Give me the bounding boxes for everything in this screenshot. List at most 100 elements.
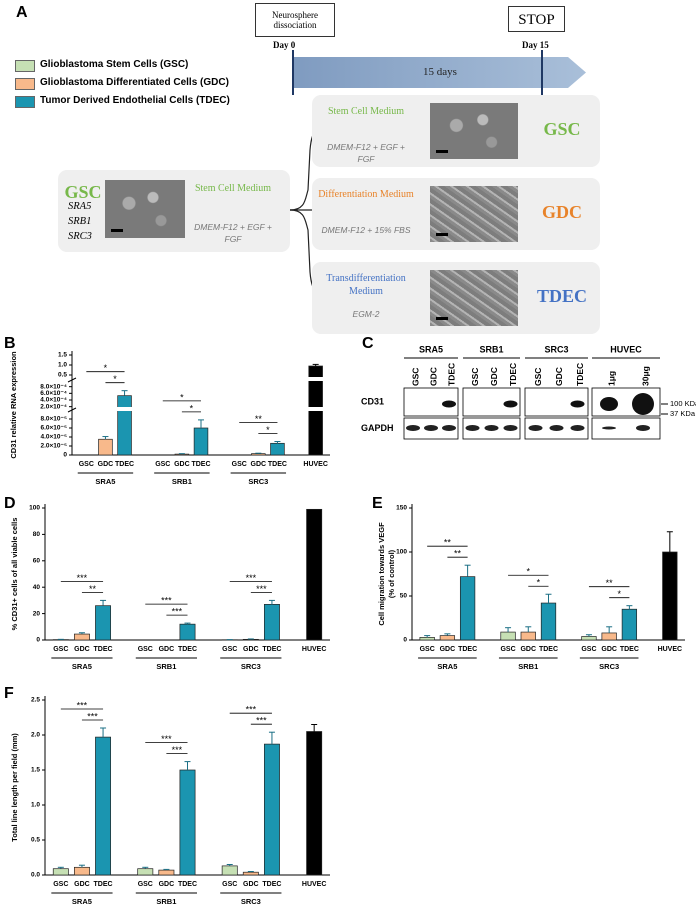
group-label: SRA5	[95, 477, 115, 486]
lane-label: GDC	[489, 367, 499, 386]
x-tick-label: TDEC	[262, 881, 281, 888]
band	[570, 400, 585, 408]
bar	[601, 632, 617, 641]
significance: ***	[161, 734, 172, 744]
x-tick-label: GSC	[53, 881, 68, 888]
group-label: SRB1	[479, 344, 503, 354]
significance: *	[104, 363, 108, 373]
bar	[500, 631, 516, 641]
band	[406, 425, 420, 431]
x-tick-label: GDC	[243, 881, 259, 888]
x-tick-label: GDC	[520, 646, 536, 653]
x-tick-label: GDC	[440, 646, 456, 653]
y-tick-label: 100	[29, 505, 40, 512]
y-axis-label: Total line length per field (mm)	[10, 733, 19, 842]
micrograph	[105, 180, 185, 238]
y-tick-label: 0	[36, 637, 40, 644]
bar	[95, 736, 112, 876]
y-tick-label: 100	[396, 549, 407, 556]
x-tick-label: GSC	[420, 646, 435, 653]
band	[503, 425, 518, 431]
legend-label: Tumor Derived Endothelial Cells (TDEC)	[40, 95, 230, 106]
y-tick-label: 1.5	[31, 767, 40, 774]
y-tick-label: 0.5	[31, 837, 40, 844]
band	[442, 425, 456, 431]
panel-label: E	[372, 495, 383, 512]
blot-frame	[591, 417, 661, 440]
significance: *	[527, 567, 531, 577]
marker-label: 100 KDa	[670, 399, 696, 408]
x-tick-label: GSC	[155, 461, 170, 468]
bar	[306, 508, 323, 641]
x-tick-label: GSC	[138, 646, 153, 653]
medium: Differentiation Medium	[318, 189, 414, 200]
y-tick-label: 8.0×10⁻⁵	[40, 416, 67, 423]
y-tick-label: 1.0	[58, 362, 67, 369]
bar	[662, 551, 678, 641]
y-tick-label: 150	[396, 505, 407, 512]
bar	[137, 868, 154, 876]
legend-label: Glioblastoma Differentiated Cells (GDC)	[40, 77, 229, 88]
y-tick-label: 20	[33, 610, 41, 617]
recipe: EGM-2	[352, 309, 380, 319]
bar	[520, 631, 536, 641]
stop-box: STOP	[508, 6, 565, 32]
group-label: SRA5	[72, 662, 92, 671]
x-tick-label: TDEC	[458, 646, 477, 653]
panel-label: D	[4, 495, 16, 512]
y-tick-label: 0.0	[31, 872, 40, 879]
y-tick-label: 8.0×10⁻⁴	[40, 383, 67, 390]
significance: *	[113, 374, 117, 384]
panel-label: B	[4, 335, 16, 352]
lane-label: GDC	[428, 367, 438, 386]
significance: **	[444, 538, 452, 548]
recipe: DMEM-F12 + EGF + FGF	[194, 222, 272, 244]
significance: *	[180, 392, 184, 402]
y-tick-label: 1.0	[31, 802, 40, 809]
cell-code: GDC	[542, 202, 582, 222]
axis-break-gap	[116, 407, 133, 411]
significance: ***	[161, 595, 172, 605]
x-tick-label: TDEC	[191, 461, 210, 468]
cell-code: GSC	[543, 119, 581, 139]
recipe: DMEM-F12 + 15% FBS	[321, 225, 411, 235]
lane-label: 1μg	[606, 371, 616, 386]
group-label: HUVEC	[610, 344, 642, 354]
bar	[179, 623, 196, 641]
band	[549, 425, 564, 431]
band	[503, 400, 518, 408]
lane-label: GDC	[554, 367, 564, 386]
significance: *	[266, 425, 270, 435]
significance: ***	[87, 711, 98, 721]
significance: **	[454, 549, 462, 559]
y-axis-label: Cell migration towards VEGF	[377, 522, 386, 626]
bar	[179, 769, 196, 876]
band	[528, 425, 543, 431]
y-tick-label: 6.0×10⁻⁵	[40, 425, 67, 432]
significance: ***	[256, 584, 267, 594]
band	[632, 393, 654, 415]
y-tick-label: 2.0	[31, 732, 40, 739]
medium: Stem Cell Medium	[194, 183, 272, 194]
x-tick-label: HUVEC	[302, 646, 327, 653]
row-label: GAPDH	[361, 423, 394, 433]
significance: ***	[77, 700, 88, 710]
x-tick-label: TDEC	[539, 646, 558, 653]
micrograph	[430, 270, 518, 326]
y-tick-label: 2.0×10⁻⁴	[40, 403, 67, 410]
axis-break-gap	[308, 407, 324, 411]
group-label: SRA5	[72, 897, 92, 906]
significance: ***	[77, 573, 88, 583]
legend-swatch	[15, 78, 35, 90]
x-tick-label: GDC	[174, 461, 190, 468]
x-tick-label: TDEC	[178, 646, 197, 653]
bar	[98, 438, 113, 456]
bar	[95, 605, 112, 641]
bar	[73, 866, 90, 876]
significance: **	[255, 414, 263, 424]
cell-code: TDEC	[536, 286, 587, 306]
marker-label: 37 KDa	[670, 409, 696, 418]
x-tick-label: GSC	[222, 646, 237, 653]
y-tick-label: 4.0×10⁻⁵	[40, 434, 67, 441]
legend-swatch	[15, 60, 35, 72]
